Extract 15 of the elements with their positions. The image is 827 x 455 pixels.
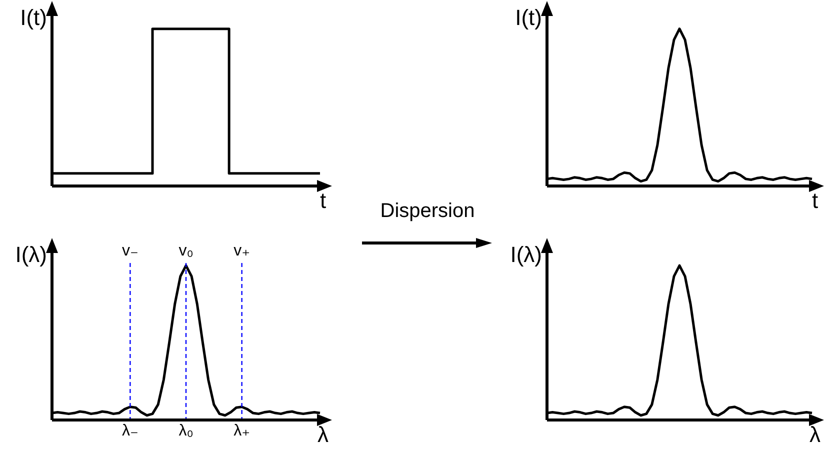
x-tick-label: λ₀ xyxy=(178,422,194,440)
x-axis-title: λ xyxy=(810,422,820,448)
x-axis-title: t xyxy=(812,188,818,214)
ref-line-label: v₋ xyxy=(122,242,138,260)
y-axis-title: I(t) xyxy=(515,5,542,30)
ref-line-label: v₀ xyxy=(178,242,194,260)
x-axis-title: λ xyxy=(318,422,328,448)
x-axis-title: t xyxy=(320,188,326,214)
y-axis-title: I(λ) xyxy=(510,242,542,268)
text: Dispersion xyxy=(379,200,476,223)
x-tick-label: λ₊ xyxy=(234,422,250,440)
y-axis-title: I(λ) xyxy=(15,242,47,268)
x-tick-label: λ₋ xyxy=(122,422,138,440)
ref-line-label: v₊ xyxy=(234,242,250,260)
y-axis-title: I(t) xyxy=(20,5,47,30)
